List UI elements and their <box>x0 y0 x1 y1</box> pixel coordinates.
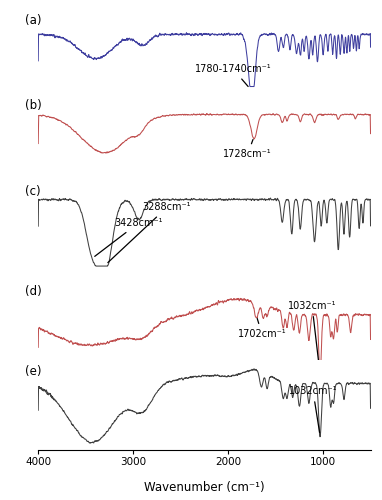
Text: 3428cm⁻¹: 3428cm⁻¹ <box>95 218 163 256</box>
Text: (e): (e) <box>25 364 41 378</box>
Text: 1780-1740cm⁻¹: 1780-1740cm⁻¹ <box>195 64 272 86</box>
Text: Wavenumber (cm⁻¹): Wavenumber (cm⁻¹) <box>144 481 265 494</box>
Text: (c): (c) <box>25 184 40 198</box>
Text: (d): (d) <box>25 285 42 298</box>
Text: 1032cm⁻¹: 1032cm⁻¹ <box>288 301 337 371</box>
Text: (b): (b) <box>25 99 42 112</box>
Text: 1728cm⁻¹: 1728cm⁻¹ <box>223 140 272 159</box>
Text: (a): (a) <box>25 14 41 27</box>
Text: 1032cm⁻¹: 1032cm⁻¹ <box>289 386 337 432</box>
Text: 3288cm⁻¹: 3288cm⁻¹ <box>108 202 191 262</box>
Text: 1702cm⁻¹: 1702cm⁻¹ <box>238 318 286 339</box>
